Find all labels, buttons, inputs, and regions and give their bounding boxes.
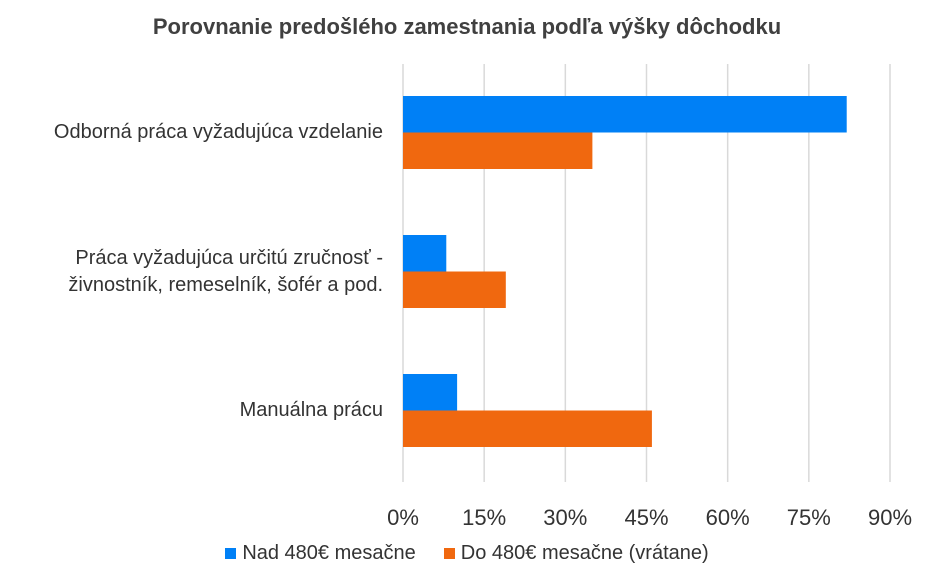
y-category-label-line: Práca vyžadujúca určitú zručnosť - — [75, 246, 383, 269]
x-tick-label: 0% — [387, 505, 419, 530]
y-category-label: Práca vyžadujúca určitú zručnosť - živnos… — [68, 245, 383, 299]
y-category-label: Odborná práca vyžadujúca vzdelanie — [54, 119, 383, 146]
y-category-label-line: živnostník, remeselník, šofér a pod. — [68, 273, 383, 296]
y-category-label-line: Odborná práca vyžadujúca vzdelanie — [53, 121, 383, 143]
x-tick-label: 90% — [868, 505, 912, 530]
bar-do-480 — [403, 132, 593, 169]
x-tick-label: 15% — [462, 505, 506, 530]
x-tick-label: 75% — [787, 505, 831, 530]
x-tick-label: 30% — [543, 505, 587, 530]
bar-nad-480 — [403, 96, 847, 133]
chart-title: Porovnanie predošlého zamestnania podľa … — [152, 14, 782, 39]
x-tick-label: 60% — [706, 505, 750, 530]
bar-nad-480 — [403, 235, 447, 272]
y-category-label-line: Manuálna prácu — [239, 399, 383, 421]
y-category-label: Manuálna prácu — [240, 397, 383, 424]
legend-swatch — [443, 548, 455, 559]
bar-do-480 — [403, 410, 652, 447]
legend-label: Do 480€ mesačne (vrátane) — [460, 542, 709, 564]
legend-item: Nad 480€ mesačne — [225, 542, 416, 565]
legend: Nad 480€ mesačne Do 480€ mesačne (vrátane… — [0, 542, 934, 565]
legend-swatch — [225, 548, 237, 559]
x-tick-label: 45% — [624, 505, 668, 530]
bar-do-480 — [403, 271, 506, 308]
legend-item: Do 480€ mesačne (vrátane) — [443, 542, 709, 565]
legend-label: Nad 480€ mesačne — [242, 542, 416, 564]
bar-nad-480 — [403, 374, 458, 411]
